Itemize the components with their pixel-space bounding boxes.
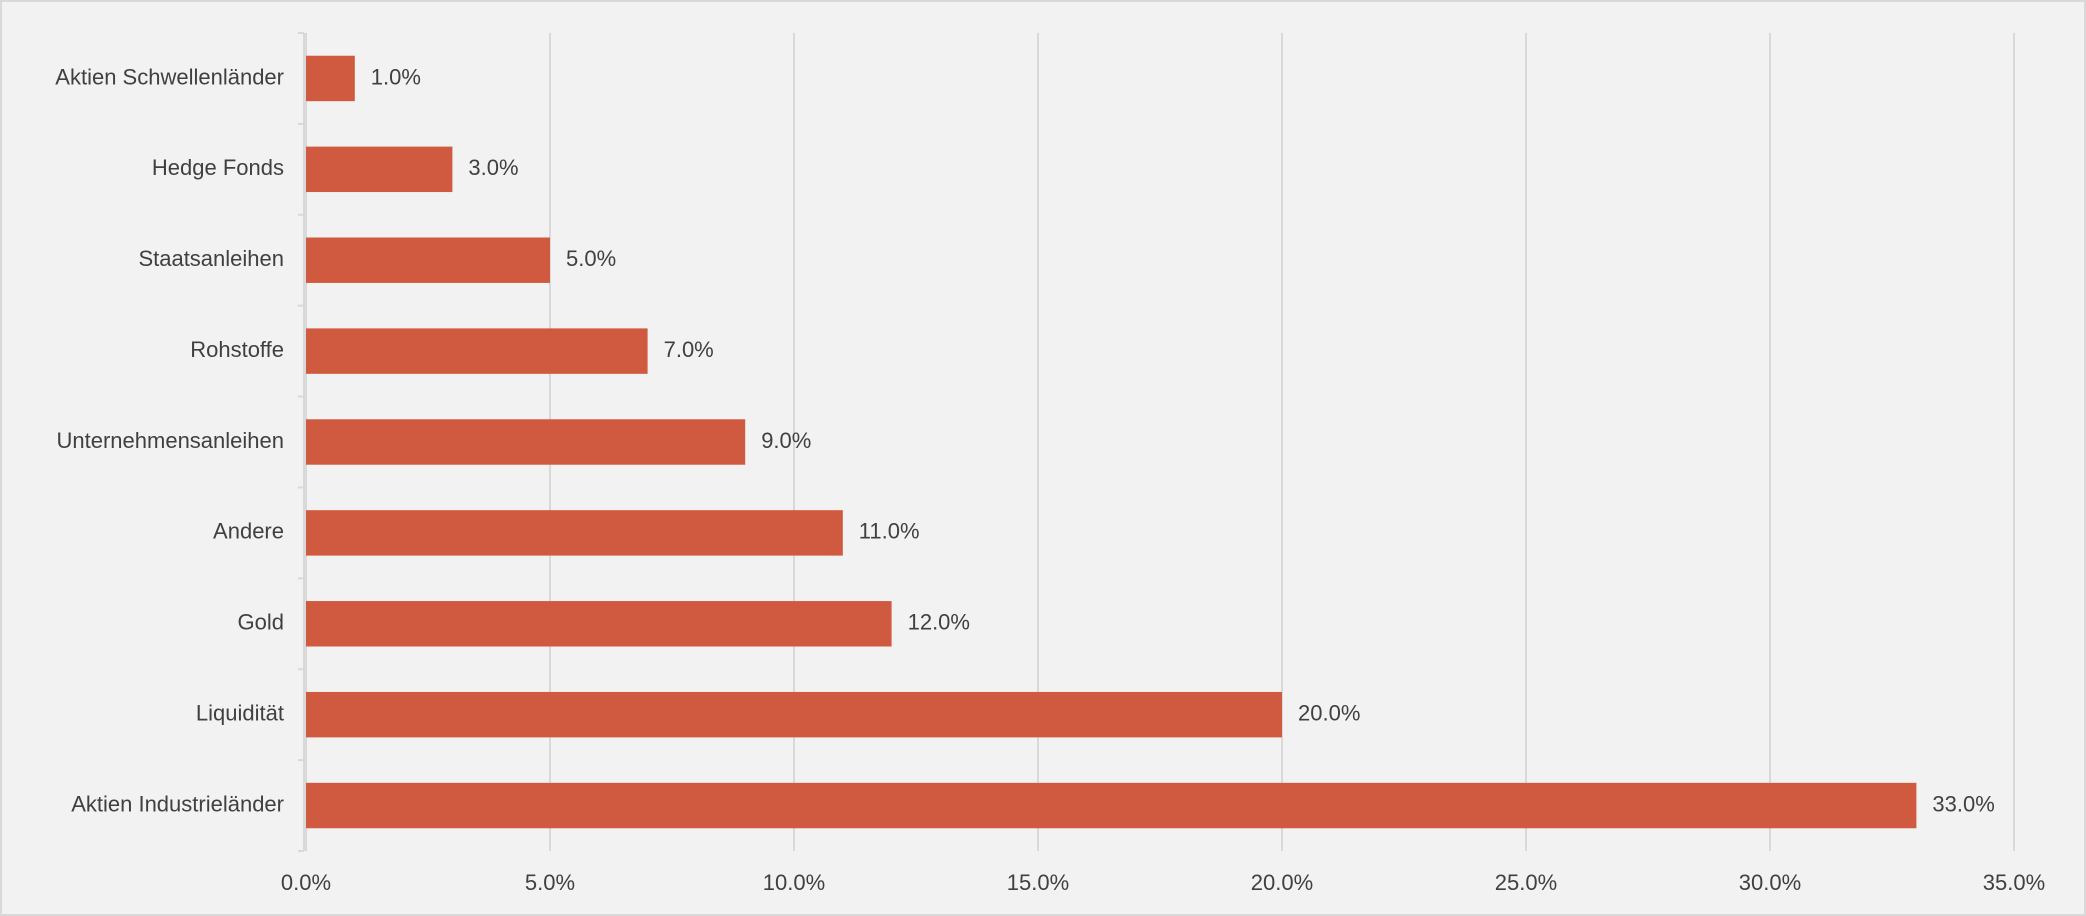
data-label: 7.0% (664, 337, 714, 362)
bar (306, 691, 1282, 738)
x-tick-label: 0.0% (281, 870, 331, 895)
bar (306, 55, 355, 102)
bar (306, 237, 550, 283)
y-tick-label: Gold (238, 610, 284, 635)
bar (306, 419, 746, 465)
data-label: 1.0% (371, 64, 421, 89)
y-tick-label: Rohstoffe (190, 337, 284, 362)
data-label: 9.0% (761, 428, 811, 453)
y-tick-label: Staatsanleihen (138, 246, 284, 271)
y-tick-label: Aktien Industrieländer (71, 791, 284, 816)
y-tick-label: Aktien Schwellenländer (55, 64, 284, 89)
bar (306, 510, 843, 556)
data-label: 20.0% (1298, 700, 1360, 725)
x-tick-label: 25.0% (1495, 870, 1557, 895)
x-tick-label: 30.0% (1739, 870, 1801, 895)
y-tick-label: Unternehmensanleihen (57, 428, 285, 453)
x-tick-label: 35.0% (1983, 870, 2045, 895)
x-tick-label: 20.0% (1251, 870, 1313, 895)
y-tick-label: Hedge Fonds (152, 155, 284, 180)
data-label: 11.0% (859, 519, 920, 544)
data-label: 33.0% (1932, 791, 1994, 816)
data-label: 12.0% (908, 610, 970, 635)
bar (306, 328, 648, 374)
data-label: 3.0% (468, 155, 518, 180)
bar (306, 601, 892, 647)
x-tick-label: 10.0% (763, 870, 825, 895)
bar (306, 782, 1917, 829)
x-tick-label: 5.0% (525, 870, 575, 895)
x-tick-label: 15.0% (1007, 870, 1069, 895)
bar (306, 146, 453, 193)
y-tick-label: Andere (213, 519, 284, 544)
data-label: 5.0% (566, 246, 616, 271)
y-tick-label: Liquidität (196, 700, 284, 725)
